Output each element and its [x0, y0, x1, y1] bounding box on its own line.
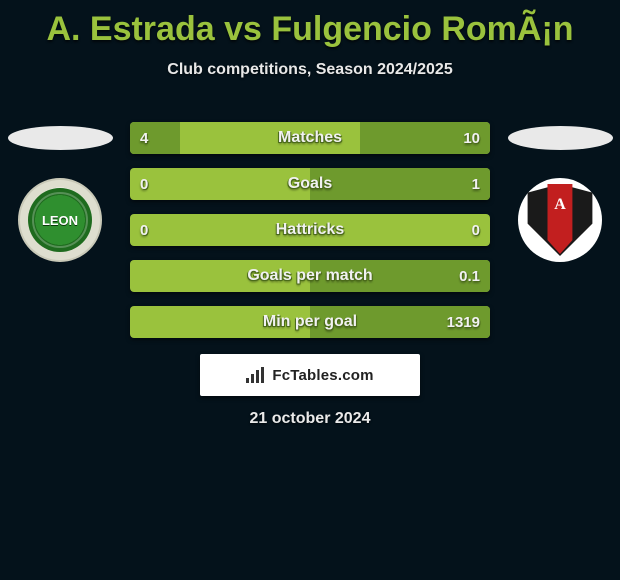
- date-text: 21 october 2024: [0, 410, 620, 428]
- stripe-icon: [547, 184, 572, 254]
- subtitle: Club competitions, Season 2024/2025: [0, 61, 620, 79]
- stat-row: 4 Matches 10: [130, 122, 490, 154]
- stat-row: 0 Hattricks 0: [130, 214, 490, 246]
- stat-value-left: 0: [130, 168, 158, 200]
- stat-label: Matches: [278, 129, 342, 147]
- stat-value-right: 0: [462, 214, 490, 246]
- stat-value-right: 1319: [437, 306, 490, 338]
- stat-label: Hattricks: [276, 221, 344, 239]
- club-badge-left-label: LEON: [28, 188, 92, 252]
- stat-row: Min per goal 1319: [130, 306, 490, 338]
- page-title: A. Estrada vs Fulgencio RomÃ¡n: [0, 0, 620, 49]
- player-left-silhouette: [8, 126, 113, 150]
- stat-value-right: 0.1: [449, 260, 490, 292]
- player-right-slot: A: [500, 126, 620, 262]
- club-badge-right: A: [518, 178, 602, 262]
- stat-value-right: 10: [453, 122, 490, 154]
- club-badge-right-letter: A: [554, 196, 566, 214]
- brand-text: FcTables.com: [272, 367, 373, 384]
- stat-value-right: 1: [462, 168, 490, 200]
- bars-icon: [246, 367, 266, 383]
- club-badge-left: LEON: [18, 178, 102, 262]
- stat-value-left: 4: [130, 122, 158, 154]
- stat-label: Goals per match: [247, 267, 372, 285]
- stat-value-left: [130, 306, 150, 338]
- stat-label: Goals: [288, 175, 332, 193]
- stat-row: 0 Goals 1: [130, 168, 490, 200]
- brand-box[interactable]: FcTables.com: [200, 354, 420, 396]
- stat-label: Min per goal: [263, 313, 357, 331]
- stat-row: Goals per match 0.1: [130, 260, 490, 292]
- stat-value-left: 0: [130, 214, 158, 246]
- stat-value-left: [130, 260, 150, 292]
- player-right-silhouette: [508, 126, 613, 150]
- player-left-slot: LEON: [0, 126, 120, 262]
- stats-container: 4Matches100Goals10Hattricks0Goals per ma…: [130, 122, 490, 338]
